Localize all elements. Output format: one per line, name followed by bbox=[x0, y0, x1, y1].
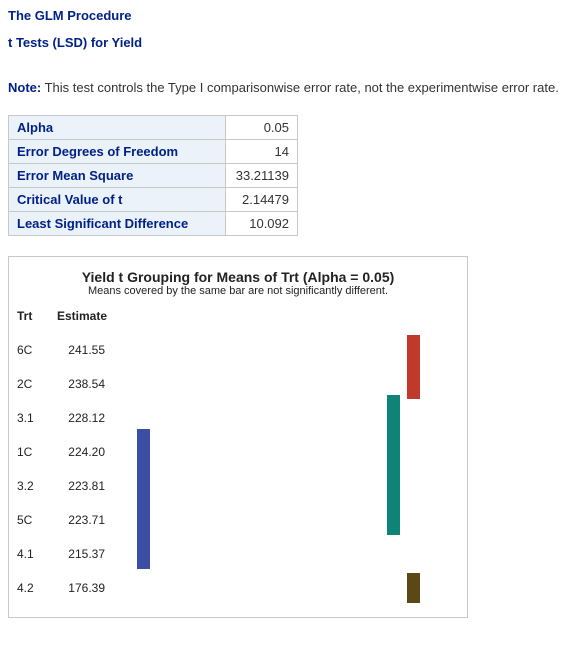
group-bar bbox=[407, 335, 420, 399]
stat-label: Error Degrees of Freedom bbox=[9, 140, 226, 164]
page-title: The GLM Procedure bbox=[8, 8, 578, 23]
chart-title: Yield t Grouping for Means of Trt (Alpha… bbox=[17, 269, 459, 285]
table-row: Critical Value of t2.14479 bbox=[9, 188, 298, 212]
trt-label: 1C bbox=[17, 445, 57, 459]
estimate-value: 224.20 bbox=[57, 445, 117, 459]
col-trt: Trt bbox=[17, 309, 57, 323]
trt-label: 6C bbox=[17, 343, 57, 357]
estimate-value: 215.37 bbox=[57, 547, 117, 561]
stat-value: 14 bbox=[226, 140, 298, 164]
group-bar bbox=[387, 395, 400, 535]
table-row: Alpha0.05 bbox=[9, 116, 298, 140]
page-subtitle: t Tests (LSD) for Yield bbox=[8, 35, 578, 50]
trt-label: 4.2 bbox=[17, 581, 57, 595]
trt-label: 3.2 bbox=[17, 479, 57, 493]
estimate-value: 228.12 bbox=[57, 411, 117, 425]
estimate-value: 238.54 bbox=[57, 377, 117, 391]
stat-label: Critical Value of t bbox=[9, 188, 226, 212]
stat-value: 33.21139 bbox=[226, 164, 298, 188]
stats-table: Alpha0.05Error Degrees of Freedom14Error… bbox=[8, 115, 298, 236]
trt-label: 3.1 bbox=[17, 411, 57, 425]
group-bar bbox=[137, 429, 150, 569]
stat-label: Least Significant Difference bbox=[9, 212, 226, 236]
grouping-chart: Yield t Grouping for Means of Trt (Alpha… bbox=[8, 256, 468, 618]
note-label: Note: bbox=[8, 80, 41, 95]
stat-label: Error Mean Square bbox=[9, 164, 226, 188]
chart-subtitle: Means covered by the same bar are not si… bbox=[17, 285, 459, 297]
estimate-value: 223.81 bbox=[57, 479, 117, 493]
table-row: Least Significant Difference10.092 bbox=[9, 212, 298, 236]
estimate-value: 223.71 bbox=[57, 513, 117, 527]
chart-col-header: Trt Estimate bbox=[17, 309, 459, 323]
table-row: Error Mean Square33.21139 bbox=[9, 164, 298, 188]
group-bar bbox=[407, 573, 420, 603]
trt-label: 5C bbox=[17, 513, 57, 527]
bars-overlay bbox=[117, 333, 459, 605]
note-line: Note: This test controls the Type I comp… bbox=[8, 80, 578, 95]
trt-label: 4.1 bbox=[17, 547, 57, 561]
col-estimate: Estimate bbox=[57, 309, 117, 323]
stat-value: 0.05 bbox=[226, 116, 298, 140]
estimate-value: 176.39 bbox=[57, 581, 117, 595]
stat-value: 2.14479 bbox=[226, 188, 298, 212]
estimate-value: 241.55 bbox=[57, 343, 117, 357]
note-text: This test controls the Type I comparison… bbox=[45, 80, 559, 95]
table-row: Error Degrees of Freedom14 bbox=[9, 140, 298, 164]
trt-label: 2C bbox=[17, 377, 57, 391]
stat-label: Alpha bbox=[9, 116, 226, 140]
stat-value: 10.092 bbox=[226, 212, 298, 236]
